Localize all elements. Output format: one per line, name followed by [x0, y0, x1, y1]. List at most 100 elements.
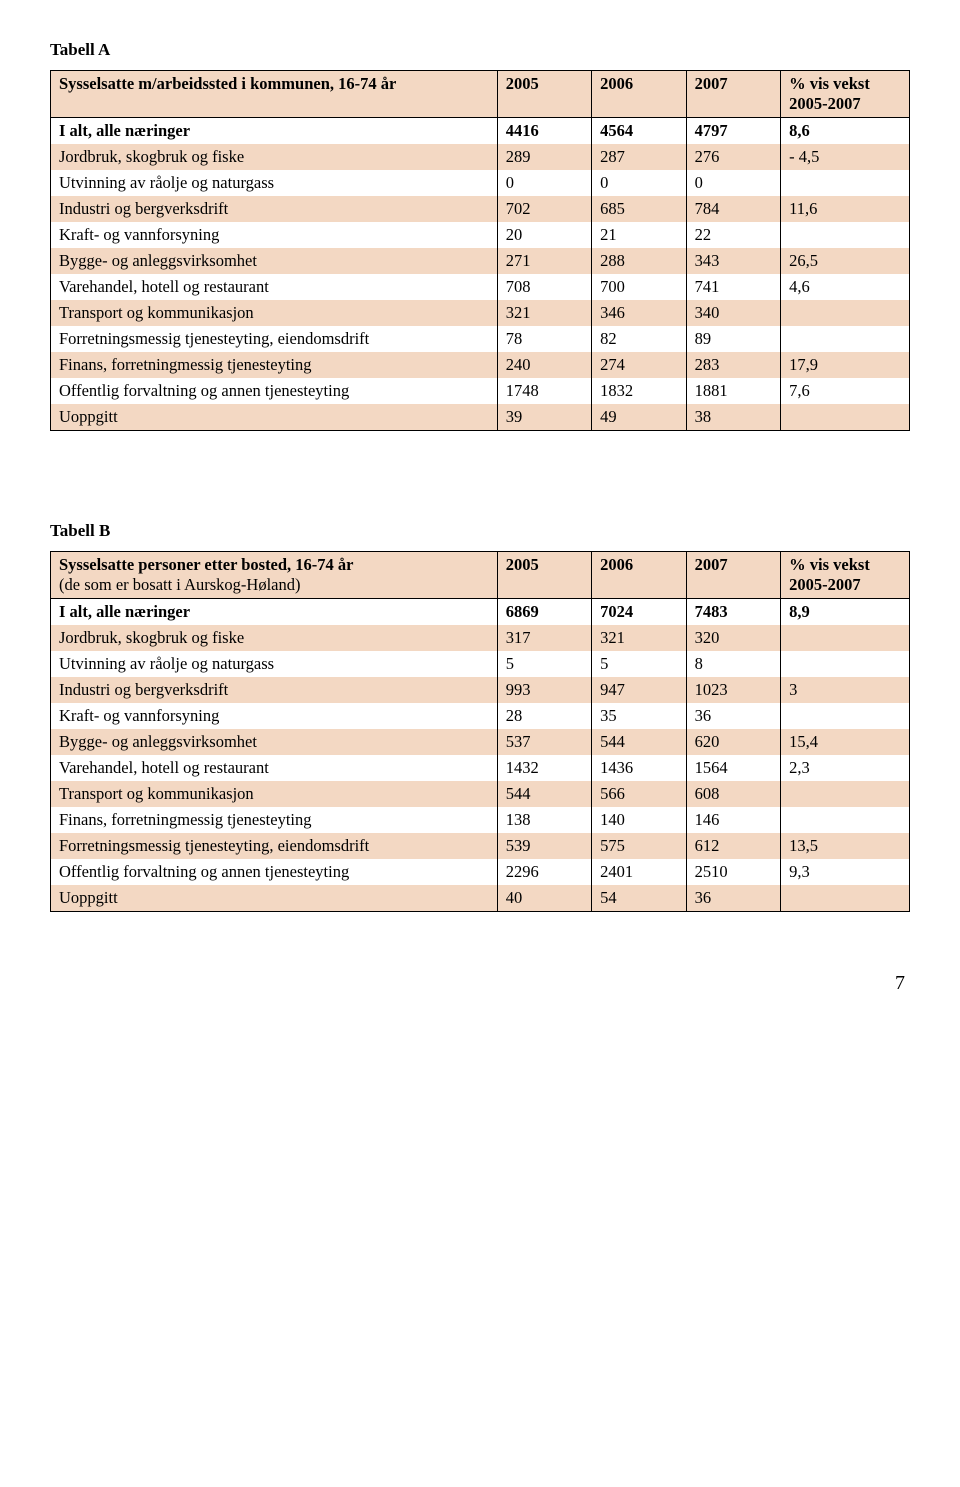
table-cell: Utvinning av råolje og naturgass: [51, 170, 498, 196]
tabell-a-block: Tabell A Sysselsatte m/arbeidssted i kom…: [50, 40, 910, 431]
table-cell: 1832: [592, 378, 686, 404]
table-cell: 20: [497, 222, 591, 248]
table-row: Offentlig forvaltning og annen tjenestey…: [51, 859, 910, 885]
table-cell: Jordbruk, skogbruk og fiske: [51, 625, 498, 651]
table-row: Utvinning av råolje og naturgass558: [51, 651, 910, 677]
table-cell: Bygge- og anleggsvirksomhet: [51, 729, 498, 755]
table-cell: Finans, forretningmessig tjenesteyting: [51, 352, 498, 378]
table-cell: [781, 326, 910, 352]
table-cell: 2,3: [781, 755, 910, 781]
page-number: 7: [50, 972, 910, 995]
table-cell: 784: [686, 196, 780, 222]
col-header-sub: (de som er bosatt i Aurskog-Høland): [59, 575, 301, 594]
col-header-main: Sysselsatte personer etter bosted, 16-74…: [59, 555, 354, 574]
table-cell: 40: [497, 885, 591, 912]
table-cell: 4564: [592, 118, 686, 145]
table-cell: 8,9: [781, 599, 910, 626]
table-cell: 1881: [686, 378, 780, 404]
table-row: Transport og kommunikasjon321346340: [51, 300, 910, 326]
table-cell: 321: [592, 625, 686, 651]
table-cell: 82: [592, 326, 686, 352]
table-cell: 146: [686, 807, 780, 833]
table-cell: Varehandel, hotell og restaurant: [51, 274, 498, 300]
table-cell: 1023: [686, 677, 780, 703]
table-cell: 340: [686, 300, 780, 326]
table-cell: Varehandel, hotell og restaurant: [51, 755, 498, 781]
tabell-b-header-row: Sysselsatte personer etter bosted, 16-74…: [51, 552, 910, 599]
col-header-2006: 2006: [592, 71, 686, 118]
col-header-label: Sysselsatte m/arbeidssted i kommunen, 16…: [51, 71, 498, 118]
table-row: Forretningsmessig tjenesteyting, eiendom…: [51, 833, 910, 859]
col-header-2007: 2007: [686, 552, 780, 599]
table-cell: [781, 625, 910, 651]
table-cell: Kraft- og vannforsyning: [51, 703, 498, 729]
table-row: Uoppgitt394938: [51, 404, 910, 431]
table-row: Uoppgitt405436: [51, 885, 910, 912]
table-cell: 13,5: [781, 833, 910, 859]
table-row: I alt, alle næringer4416456447978,6: [51, 118, 910, 145]
table-cell: 9,3: [781, 859, 910, 885]
table-cell: 138: [497, 807, 591, 833]
table-row: I alt, alle næringer6869702474838,9: [51, 599, 910, 626]
table-cell: 539: [497, 833, 591, 859]
table-cell: [781, 807, 910, 833]
table-cell: Transport og kommunikasjon: [51, 300, 498, 326]
col-header-2007: 2007: [686, 71, 780, 118]
table-cell: 612: [686, 833, 780, 859]
table-cell: 7024: [592, 599, 686, 626]
table-cell: 8,6: [781, 118, 910, 145]
table-cell: 38: [686, 404, 780, 431]
table-cell: Finans, forretningmessig tjenesteyting: [51, 807, 498, 833]
table-cell: 26,5: [781, 248, 910, 274]
table-cell: 320: [686, 625, 780, 651]
table-cell: 1432: [497, 755, 591, 781]
table-row: Offentlig forvaltning og annen tjenestey…: [51, 378, 910, 404]
table-cell: 39: [497, 404, 591, 431]
table-cell: 346: [592, 300, 686, 326]
table-row: Varehandel, hotell og restaurant14321436…: [51, 755, 910, 781]
table-cell: 11,6: [781, 196, 910, 222]
table-cell: 544: [497, 781, 591, 807]
col-header-2005: 2005: [497, 71, 591, 118]
table-cell: [781, 404, 910, 431]
table-row: Bygge- og anleggsvirksomhet27128834326,5: [51, 248, 910, 274]
table-cell: Industri og bergverksdrift: [51, 677, 498, 703]
table-cell: [781, 222, 910, 248]
table-cell: 0: [497, 170, 591, 196]
table-row: Transport og kommunikasjon544566608: [51, 781, 910, 807]
table-cell: 544: [592, 729, 686, 755]
table-cell: 4,6: [781, 274, 910, 300]
table-cell: Forretningsmessig tjenesteyting, eiendom…: [51, 326, 498, 352]
col-header-2005: 2005: [497, 552, 591, 599]
table-cell: [781, 170, 910, 196]
table-cell: 283: [686, 352, 780, 378]
table-cell: Uoppgitt: [51, 404, 498, 431]
table-cell: 537: [497, 729, 591, 755]
col-header-pct: % vis vekst 2005-2007: [781, 71, 910, 118]
table-cell: 575: [592, 833, 686, 859]
table-cell: Utvinning av råolje og naturgass: [51, 651, 498, 677]
table-cell: Offentlig forvaltning og annen tjenestey…: [51, 859, 498, 885]
table-cell: 289: [497, 144, 591, 170]
table-cell: 274: [592, 352, 686, 378]
table-row: Finans, forretningmessig tjenesteyting24…: [51, 352, 910, 378]
table-cell: 608: [686, 781, 780, 807]
table-cell: - 4,5: [781, 144, 910, 170]
table-cell: 993: [497, 677, 591, 703]
table-row: Bygge- og anleggsvirksomhet53754462015,4: [51, 729, 910, 755]
col-header-label: Sysselsatte personer etter bosted, 16-74…: [51, 552, 498, 599]
table-cell: 22: [686, 222, 780, 248]
table-cell: 3: [781, 677, 910, 703]
table-row: Industri og bergverksdrift99394710233: [51, 677, 910, 703]
table-cell: Kraft- og vannforsyning: [51, 222, 498, 248]
table-row: Varehandel, hotell og restaurant70870074…: [51, 274, 910, 300]
table-cell: 15,4: [781, 729, 910, 755]
table-cell: 702: [497, 196, 591, 222]
table-cell: 0: [686, 170, 780, 196]
table-cell: 321: [497, 300, 591, 326]
table-cell: Bygge- og anleggsvirksomhet: [51, 248, 498, 274]
tabell-b-block: Tabell B Sysselsatte personer etter bost…: [50, 521, 910, 912]
table-cell: 2510: [686, 859, 780, 885]
table-cell: 1564: [686, 755, 780, 781]
table-row: Utvinning av råolje og naturgass000: [51, 170, 910, 196]
